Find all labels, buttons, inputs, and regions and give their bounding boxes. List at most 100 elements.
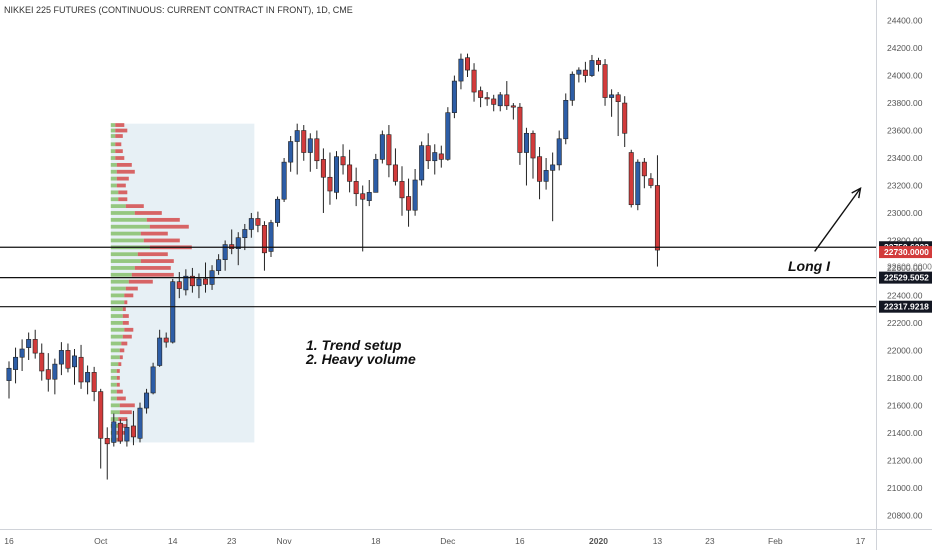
volume-profile-down-bar [118, 197, 128, 202]
candle-down [425, 145, 431, 162]
candle-up [379, 134, 385, 160]
candle-up [563, 100, 569, 140]
volume-profile-down-bar [124, 300, 128, 305]
candle-up [72, 355, 78, 368]
note-heavy-volume: 2. Heavy volume [306, 351, 416, 367]
x-tick-label: 23 [227, 536, 237, 546]
y-tick-label: 22000.00 [887, 345, 923, 355]
candle-down [537, 156, 543, 182]
last-price-badge [879, 246, 932, 259]
volume-profile-up-bar [110, 266, 135, 270]
candle-up [589, 60, 595, 76]
candle-up [288, 141, 294, 163]
candle-up [183, 275, 189, 291]
volume-profile-up-bar [110, 123, 116, 127]
volume-profile-up-bar [110, 231, 141, 236]
y-tick-label: 21000.00 [887, 483, 923, 493]
candle-down [641, 161, 647, 177]
candle-up [216, 259, 222, 271]
x-tick-label: 14 [168, 536, 178, 546]
candle-up [556, 138, 562, 166]
volume-profile-down-bar [124, 293, 134, 298]
candle-down [504, 94, 510, 107]
candle-down [648, 178, 654, 186]
volume-profile-up-bar [110, 307, 123, 312]
volume-profile-down-bar [124, 327, 134, 332]
candle-down [261, 225, 267, 254]
x-tick-label: 16 [4, 536, 14, 546]
volume-profile-down-bar [116, 369, 120, 373]
x-tick-label: 2020 [589, 536, 608, 546]
candle-down [595, 60, 601, 65]
candle-up [144, 392, 150, 409]
x-tick-label: Feb [768, 536, 783, 546]
volume-profile-up-bar [110, 149, 116, 154]
volume-profile-down-bar [115, 149, 123, 154]
volume-profile-down-bar [149, 224, 189, 229]
volume-profile-down-bar [118, 417, 128, 421]
candle-up [19, 348, 25, 358]
y-tick-label: 24000.00 [887, 71, 923, 81]
x-tick-label: 18 [371, 536, 381, 546]
candle-up [366, 192, 372, 201]
volume-profile-down-bar [118, 362, 122, 367]
volume-profile-up-bar [110, 362, 119, 367]
hidden-price-label: 22600.0000 [887, 262, 932, 272]
note-trend-setup: 1. Trend setup [306, 337, 402, 353]
candle-down [327, 176, 333, 192]
volume-profile-down-bar [115, 142, 122, 147]
y-tick-label: 22400.00 [887, 290, 923, 300]
candle-up [523, 132, 529, 153]
candle-down [654, 185, 660, 251]
volume-profile-down-bar [122, 314, 129, 318]
candle-down [471, 69, 477, 93]
y-tick-label: 23200.00 [887, 180, 923, 190]
volume-profile-up-bar [110, 375, 117, 380]
volume-profile-down-bar [119, 410, 132, 415]
candle-down [582, 69, 588, 76]
x-tick-label: 23 [705, 536, 715, 546]
volume-profile-down-bar [119, 403, 135, 408]
volume-profile-up-bar [110, 176, 117, 181]
volume-profile-up-bar [110, 183, 117, 188]
candle-up [609, 94, 615, 98]
x-tick-label: Nov [277, 536, 293, 546]
y-tick-label: 21200.00 [887, 455, 923, 465]
candle-down [117, 422, 123, 442]
volume-profile-down-bar [116, 183, 126, 188]
volume-profile-down-bar [134, 211, 162, 215]
candle-down [602, 64, 608, 98]
candle-down [464, 57, 470, 71]
volume-profile-up-bar [110, 134, 116, 138]
candle-down [510, 105, 516, 108]
volume-profile-down-bar [128, 279, 153, 284]
candle-down [530, 132, 536, 159]
y-tick-label: 24200.00 [887, 43, 923, 53]
volume-profile-up-bar [110, 217, 147, 222]
y-tick-label: 23400.00 [887, 153, 923, 163]
level-badge [879, 271, 932, 284]
candle-up [550, 164, 556, 171]
volume-profile-down-bar [116, 396, 126, 401]
volume-profile-up-bar [110, 321, 123, 325]
candle-down [392, 164, 398, 182]
candle-down [353, 181, 359, 195]
candle-down [399, 181, 405, 199]
volume-profile-up-bar [110, 279, 129, 284]
y-tick-label: 23000.00 [887, 208, 923, 218]
long-arrow-shaft [814, 187, 862, 252]
volume-profile-up-bar [110, 389, 117, 394]
volume-profile-down-bar [116, 382, 120, 387]
candle-down [347, 164, 353, 182]
volume-profile-up-bar [110, 238, 144, 243]
candle-down [104, 438, 110, 445]
candle-up [52, 363, 58, 380]
y-tick-label: 22600.00 [887, 263, 923, 273]
y-tick-label: 21600.00 [887, 400, 923, 410]
candle-up [543, 170, 549, 182]
y-tick-label: 22200.00 [887, 318, 923, 328]
candle-up [569, 73, 575, 101]
volume-profile-down-bar [119, 355, 123, 360]
